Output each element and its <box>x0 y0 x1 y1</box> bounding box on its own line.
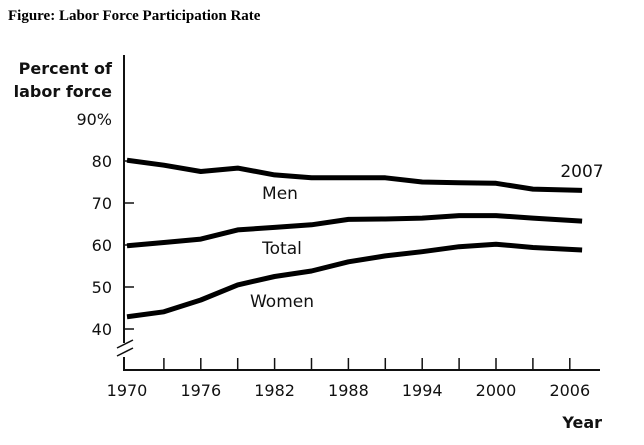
end-year-annotation: 2007 <box>560 162 603 182</box>
x-axis-label: Year <box>561 413 602 432</box>
series-line-total <box>126 213 583 249</box>
x-tick-label: 1970 <box>107 381 148 400</box>
x-tick-label: 2000 <box>476 381 517 400</box>
series-label-total: Total <box>261 239 302 259</box>
series-label-men: Men <box>262 184 298 204</box>
figure-title: Figure: Labor Force Participation Rate <box>8 8 261 24</box>
y-tick-label: 50 <box>92 278 112 297</box>
series-line-women <box>126 241 583 320</box>
series-label-women: Women <box>250 292 314 312</box>
y-tick-label: 60 <box>92 236 112 255</box>
axis-break-mark <box>116 339 134 349</box>
series-line-men <box>126 157 583 193</box>
y-axis-label: Percent of <box>19 59 113 78</box>
y-tick-label: 80 <box>92 152 112 171</box>
y-tick-label: 40 <box>92 320 112 339</box>
x-tick-label: 1982 <box>254 381 295 400</box>
x-tick-label: 2006 <box>549 381 590 400</box>
x-tick-label: 1994 <box>402 381 443 400</box>
y-tick-label: 70 <box>92 194 112 213</box>
x-tick-label: 1976 <box>180 381 221 400</box>
axis-break-mark <box>116 347 134 357</box>
x-tick-label: 1988 <box>328 381 369 400</box>
y-axis-label: labor force <box>14 82 113 101</box>
y-tick-label: 90% <box>76 110 112 129</box>
